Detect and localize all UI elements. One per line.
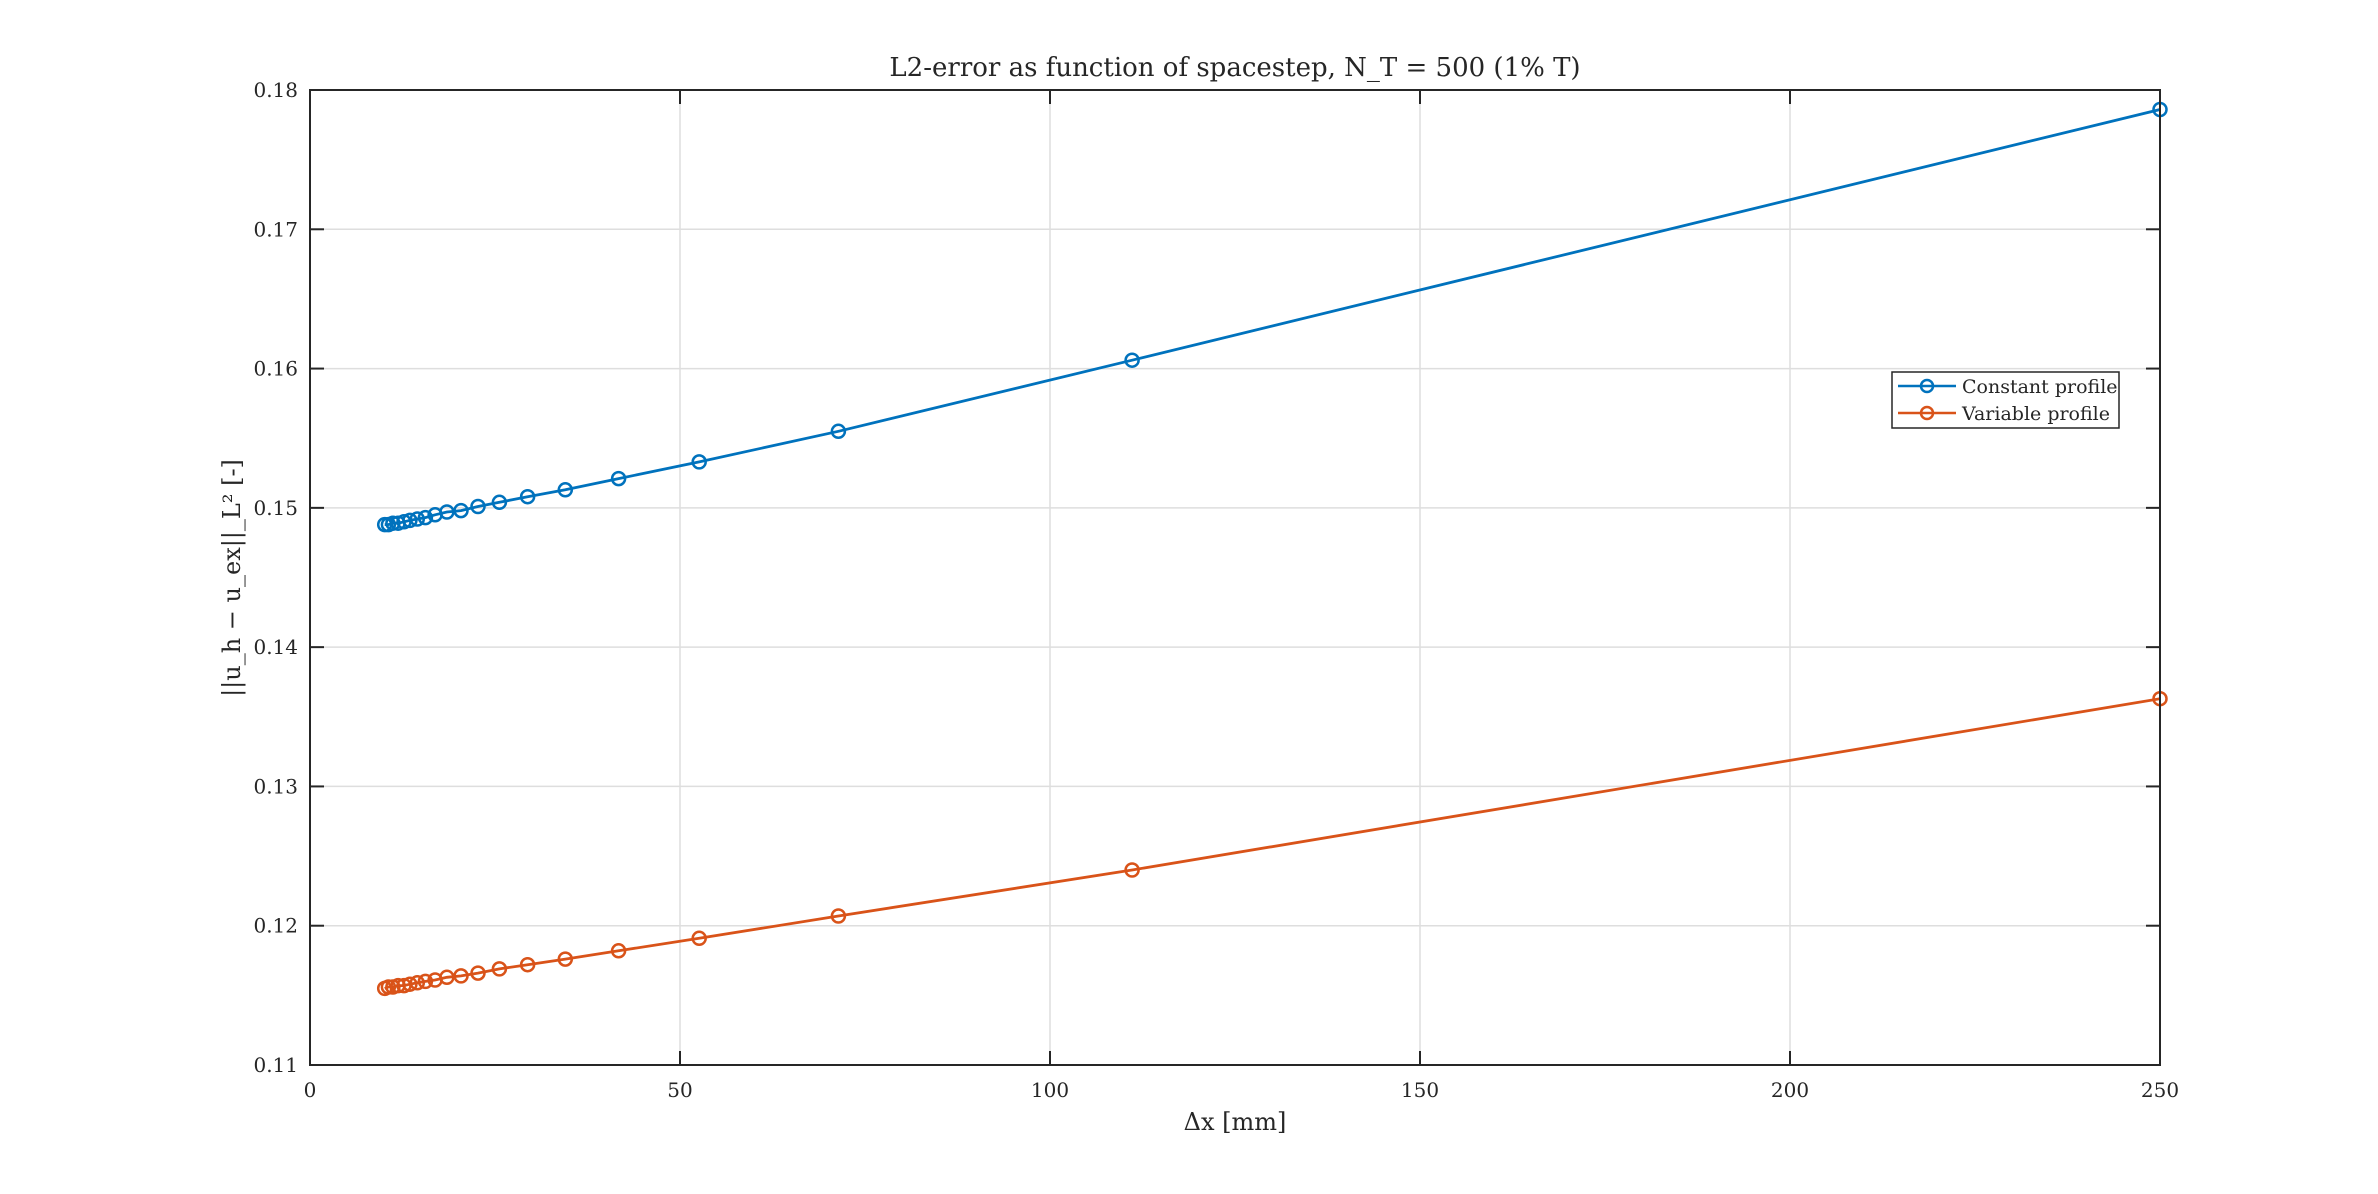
legend[interactable]: Constant profile Variable profile <box>1891 371 2120 429</box>
legend-label-constant: Constant profile <box>1962 376 2118 398</box>
series-1 <box>376 690 2168 997</box>
data-point <box>417 973 434 990</box>
x-tick-label: 50 <box>667 1078 692 1102</box>
data-point <box>491 494 508 511</box>
data-point <box>427 972 443 988</box>
legend-marker-variable <box>1919 405 1935 421</box>
data-point <box>691 930 707 947</box>
x-tick-label: 100 <box>1031 1078 1069 1102</box>
legend-marker-constant <box>1919 378 1935 394</box>
data-point <box>1124 352 1140 368</box>
data-point <box>830 908 847 924</box>
y-tick-label: 0.13 <box>253 774 298 798</box>
legend-label-variable: Variable profile <box>1961 403 2110 425</box>
data-point <box>519 488 536 505</box>
plot-area <box>310 90 2160 1065</box>
data-point <box>830 423 847 440</box>
y-axis-label: ||u_h − u_ex||_L² [-] <box>218 459 247 697</box>
data-point <box>427 507 443 523</box>
data-point <box>610 470 627 487</box>
plot-frame <box>309 89 2161 1066</box>
y-tick-label: 0.15 <box>253 496 298 520</box>
y-tick-label: 0.16 <box>253 357 298 381</box>
data-point <box>376 516 393 533</box>
data-point <box>1124 862 1140 878</box>
data-point <box>385 979 401 995</box>
x-tick-label: 200 <box>1771 1078 1809 1102</box>
data-point <box>610 943 627 959</box>
data-point <box>396 977 412 994</box>
x-tick-label: 0 <box>304 1078 317 1102</box>
data-point <box>519 956 536 973</box>
x-tick-label: 250 <box>2141 1078 2179 1102</box>
data-point <box>396 514 412 530</box>
grid-lines <box>310 90 2160 1065</box>
data-point <box>417 509 434 526</box>
x-axis-label: Δx [mm] <box>1184 1108 1287 1136</box>
y-tick-label: 0.18 <box>253 78 298 102</box>
data-point <box>491 961 508 977</box>
x-tick-label: 150 <box>1401 1078 1439 1102</box>
series-0 <box>376 101 2168 533</box>
data-point <box>376 980 393 997</box>
y-tick-label: 0.12 <box>253 914 298 938</box>
series-layer <box>376 101 2168 997</box>
y-tick-label: 0.17 <box>253 217 298 241</box>
data-point <box>557 951 574 967</box>
data-point <box>470 498 486 515</box>
y-tick-label: 0.14 <box>253 635 298 659</box>
data-point <box>470 965 486 981</box>
data-point <box>691 454 707 470</box>
y-tick-label: 0.11 <box>253 1053 298 1077</box>
chart-title: L2-error as function of spacestep, N_T =… <box>889 53 1580 83</box>
data-point <box>557 482 574 498</box>
axis-ticks: 0 50 100 150 200 250 0.11 0.12 0.13 0.14 0.15 0.16 0… <box>253 78 2179 1102</box>
